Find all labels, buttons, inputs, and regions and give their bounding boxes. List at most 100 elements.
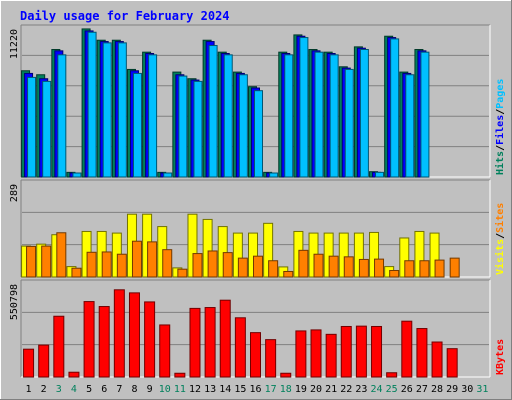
x-tick-day-label: 6 [101,384,107,395]
volume-legend: KBytes [495,339,506,375]
x-tick-day-label: 9 [147,384,153,395]
legend-entry: KBytes [495,339,506,375]
visitors-bar-sites-day-17 [268,260,279,278]
x-tick-day-label: 13 [204,384,216,395]
x-tick-day-label: 18 [280,384,292,395]
x-tick-day-label: 30 [461,384,473,395]
legend-entry: Files [494,115,506,145]
visitors-bar-sites-day-6 [101,251,112,278]
x-tick-day-label: 29 [446,384,458,395]
usage-bar-pages-day-25 [390,38,400,178]
visitors-bar-sites-day-19 [298,249,309,278]
visitors-bar-sites-day-21 [328,255,339,278]
usage-bar-pages-day-20 [314,51,324,178]
volume-bar-kbytes-day-15 [234,317,246,378]
visitors-bar-sites-day-1 [26,245,37,278]
volume-bar-kbytes-day-8 [128,292,140,378]
visitors-bar-sites-day-8 [131,240,142,278]
x-tick-day-label: 21 [325,384,337,395]
legend-entry: Hits [494,151,506,175]
usage-bar-pages-day-27 [420,51,430,178]
legend-entry: Pages [495,79,506,109]
x-tick-day-label: 20 [310,384,322,395]
volume-bar-kbytes-day-28 [431,341,443,378]
volume-bar-kbytes-day-26 [401,320,413,378]
legend-entry: / [495,145,506,151]
x-tick-day-label: 19 [295,384,307,395]
x-tick-day-label: 23 [355,384,367,395]
usage-bar-pages-day-7 [117,42,127,178]
usage-bar-pages-day-14 [223,54,233,178]
volume-bar-kbytes-day-13 [204,307,216,378]
legend-entry: Visits [494,239,506,275]
x-tick-day-label: 5 [86,384,92,395]
legend-entry: / [495,109,506,115]
x-tick-day-label: 3 [56,384,62,395]
volume-bar-kbytes-day-22 [340,325,352,378]
volume-bar-kbytes-day-25 [386,372,398,378]
visitors-bar-sites-day-9 [147,241,158,278]
x-tick-day-label: 1 [26,384,32,395]
visitors-bar-sites-day-26 [404,260,415,278]
x-tick-day-label: 12 [189,384,201,395]
usage-bar-pages-day-23 [359,49,369,178]
usage-bar-pages-day-15 [238,74,248,178]
visitors-ymax-label: 289 [9,184,20,202]
volume-bar-kbytes-day-16 [250,332,261,378]
x-tick-day-label: 8 [131,384,137,395]
usage-bar-pages-day-21 [329,54,339,178]
usage-bar-pages-day-24 [375,171,385,178]
usage-bar-pages-day-9 [148,54,158,178]
volume-bar-kbytes-day-27 [416,328,428,378]
x-tick-day-label: 11 [174,384,186,395]
visitors-bar-sites-day-14 [222,252,233,278]
x-axis-day-labels: 1 2 3 4 5 6 7 8 9 10 11 12 13 14 15 16 17 18 19 20 21 22 23 24 2… [26,384,489,395]
usage-bar-pages-day-11 [178,75,188,178]
visitors-bar-sites-day-22 [343,256,354,278]
visitors-bar-sites-day-23 [358,258,369,278]
chart-title: Daily usage for February 2024 [20,9,230,23]
volume-bar-kbytes-day-4 [68,371,80,378]
usage-bar-pages-day-19 [299,37,309,178]
usage-ymax-label: 11220 [9,29,20,59]
x-tick-day-label: 2 [41,384,47,395]
legend-entry: / [495,233,506,239]
x-tick-day-label: 31 [476,384,488,395]
usage-bar-pages-day-5 [87,31,97,178]
visitors-bar-sites-day-5 [86,251,97,278]
volume-bar-kbytes-day-21 [325,333,337,378]
x-tick-day-label: 26 [401,384,413,395]
volume-bar-kbytes-day-12 [189,307,201,378]
volume-bar-kbytes-day-18 [280,372,292,378]
visitors-panel: 289 Visits/Sites [9,179,506,278]
x-tick-day-label: 17 [265,384,277,395]
volume-bar-kbytes-day-7 [113,289,125,378]
usage-bar-pages-day-8 [132,72,142,178]
usage-bar-pages-day-17 [269,172,279,178]
usage-bar-pages-day-22 [344,68,354,178]
volume-bar-kbytes-day-19 [295,330,307,378]
x-tick-day-label: 25 [386,384,398,395]
visitors-bar-sites-day-12 [192,253,203,278]
legend-entry: Sites [494,203,506,233]
volume-panel: 550798 KBytes [9,279,506,378]
visitors-bar-sites-day-3 [56,232,67,278]
x-tick-day-label: 16 [249,384,261,395]
visitors-bar-sites-day-7 [116,253,127,278]
volume-bar-kbytes-day-5 [83,301,95,378]
volume-bar-kbytes-day-6 [98,306,110,378]
visitors-bar-sites-day-24 [374,258,385,278]
visitors-bar-sites-day-16 [253,255,263,278]
usage-bar-pages-day-6 [102,42,112,178]
volume-bar-kbytes-day-14 [219,299,231,378]
x-tick-day-label: 10 [159,384,171,395]
usage-legend: Hits/Files/Pages [494,79,506,175]
x-tick-day-label: 14 [219,384,231,395]
volume-bar-kbytes-day-10 [159,324,171,378]
volume-ymax-label: 550798 [9,284,20,320]
visitors-bar-sites-day-11 [177,268,188,278]
usage-bar-pages-day-10 [163,172,173,178]
x-tick-day-label: 7 [116,384,122,395]
visitors-bar-sites-day-25 [389,269,400,278]
